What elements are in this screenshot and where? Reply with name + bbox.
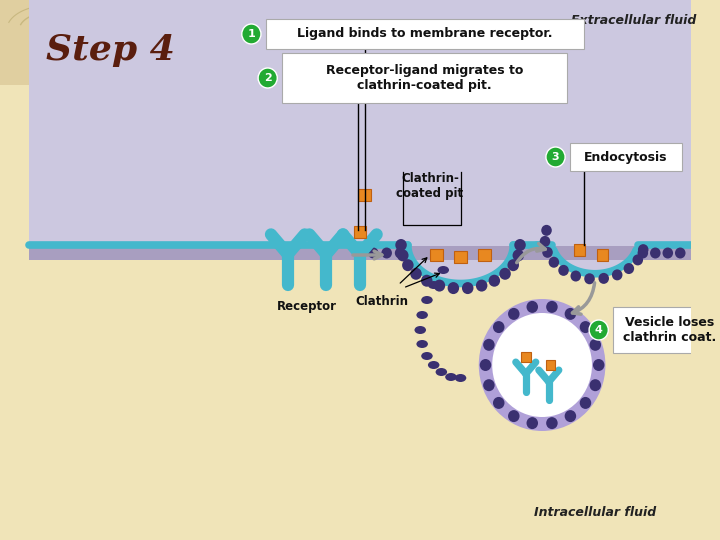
Circle shape — [448, 282, 459, 294]
Text: Clathrin-
coated pit: Clathrin- coated pit — [396, 172, 464, 200]
Circle shape — [675, 247, 685, 259]
Text: Vesicle loses
clathrin coat.: Vesicle loses clathrin coat. — [623, 316, 716, 344]
Text: Ligand binds to membrane receptor.: Ligand binds to membrane receptor. — [297, 28, 553, 40]
Circle shape — [546, 147, 565, 167]
Ellipse shape — [438, 266, 449, 274]
Text: Clathrin: Clathrin — [356, 295, 408, 308]
Circle shape — [593, 359, 605, 371]
Circle shape — [476, 280, 487, 292]
Circle shape — [397, 249, 408, 261]
Circle shape — [433, 280, 445, 292]
Text: Intracellular fluid: Intracellular fluid — [534, 505, 656, 518]
Circle shape — [402, 259, 413, 271]
Text: 1: 1 — [248, 29, 256, 39]
Circle shape — [580, 397, 591, 409]
Circle shape — [508, 410, 520, 422]
Circle shape — [549, 256, 559, 268]
Circle shape — [513, 249, 524, 261]
Text: Endocytosis: Endocytosis — [585, 151, 667, 164]
Circle shape — [492, 313, 592, 417]
Ellipse shape — [428, 361, 439, 369]
Circle shape — [526, 301, 538, 313]
Circle shape — [632, 254, 643, 265]
Circle shape — [480, 359, 491, 371]
Text: Extracellular fluid: Extracellular fluid — [570, 14, 696, 26]
Ellipse shape — [421, 296, 433, 304]
Circle shape — [479, 299, 606, 431]
Ellipse shape — [436, 368, 447, 376]
Text: 3: 3 — [552, 152, 559, 162]
Circle shape — [540, 236, 550, 247]
Circle shape — [570, 271, 581, 281]
Circle shape — [368, 247, 379, 259]
FancyBboxPatch shape — [0, 0, 106, 85]
Circle shape — [508, 308, 520, 320]
Circle shape — [598, 273, 609, 284]
Circle shape — [638, 247, 648, 259]
Circle shape — [508, 259, 519, 271]
Text: Receptor: Receptor — [277, 300, 337, 313]
Circle shape — [546, 417, 558, 429]
Circle shape — [493, 321, 505, 333]
Text: Step 4: Step 4 — [46, 33, 175, 67]
Circle shape — [589, 320, 608, 340]
Ellipse shape — [415, 326, 426, 334]
Circle shape — [242, 24, 261, 44]
Ellipse shape — [421, 352, 433, 360]
Circle shape — [580, 321, 591, 333]
Circle shape — [489, 275, 500, 287]
Circle shape — [395, 247, 405, 259]
Circle shape — [354, 247, 365, 259]
Circle shape — [624, 263, 634, 274]
FancyBboxPatch shape — [570, 143, 682, 171]
Bar — [29, 246, 690, 260]
Circle shape — [382, 247, 392, 259]
Circle shape — [590, 339, 601, 351]
Circle shape — [410, 268, 422, 280]
Circle shape — [584, 273, 595, 284]
FancyBboxPatch shape — [613, 307, 720, 353]
Bar — [29, 0, 690, 245]
Circle shape — [483, 379, 495, 391]
Circle shape — [258, 68, 277, 88]
Text: Receptor-ligand migrates to
clathrin-coated pit.: Receptor-ligand migrates to clathrin-coa… — [326, 64, 523, 92]
Circle shape — [564, 308, 576, 320]
Circle shape — [483, 339, 495, 351]
Ellipse shape — [416, 340, 428, 348]
Circle shape — [493, 397, 505, 409]
Text: 2: 2 — [264, 73, 271, 83]
Ellipse shape — [428, 281, 439, 289]
Circle shape — [514, 239, 526, 251]
Circle shape — [564, 410, 576, 422]
Circle shape — [499, 268, 510, 280]
Circle shape — [612, 269, 623, 280]
Circle shape — [662, 247, 673, 259]
Circle shape — [638, 244, 649, 255]
Circle shape — [546, 301, 558, 313]
Circle shape — [421, 275, 433, 287]
Ellipse shape — [455, 374, 467, 382]
Circle shape — [542, 247, 553, 258]
Circle shape — [590, 379, 601, 391]
Circle shape — [541, 225, 552, 236]
Bar — [29, 246, 690, 260]
Ellipse shape — [445, 373, 456, 381]
Circle shape — [395, 239, 407, 251]
FancyBboxPatch shape — [282, 53, 567, 103]
Ellipse shape — [416, 311, 428, 319]
Circle shape — [650, 247, 660, 259]
Circle shape — [526, 417, 538, 429]
FancyBboxPatch shape — [266, 19, 585, 49]
Circle shape — [462, 282, 474, 294]
Circle shape — [558, 265, 569, 276]
Text: 4: 4 — [595, 325, 603, 335]
